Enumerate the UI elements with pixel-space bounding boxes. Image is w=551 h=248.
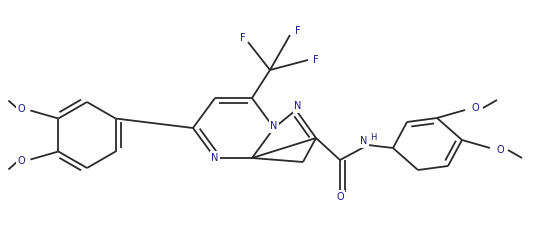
- Text: F: F: [313, 55, 319, 65]
- Text: O: O: [18, 156, 25, 166]
- Text: N: N: [360, 136, 368, 146]
- Text: O: O: [471, 103, 479, 113]
- Text: N: N: [271, 121, 278, 131]
- Text: F: F: [240, 33, 246, 43]
- Text: H: H: [370, 132, 376, 142]
- Text: F: F: [295, 26, 301, 36]
- Text: N: N: [294, 101, 302, 111]
- Text: O: O: [336, 192, 344, 202]
- Text: N: N: [212, 153, 219, 163]
- Text: O: O: [496, 145, 504, 155]
- Text: O: O: [18, 103, 25, 114]
